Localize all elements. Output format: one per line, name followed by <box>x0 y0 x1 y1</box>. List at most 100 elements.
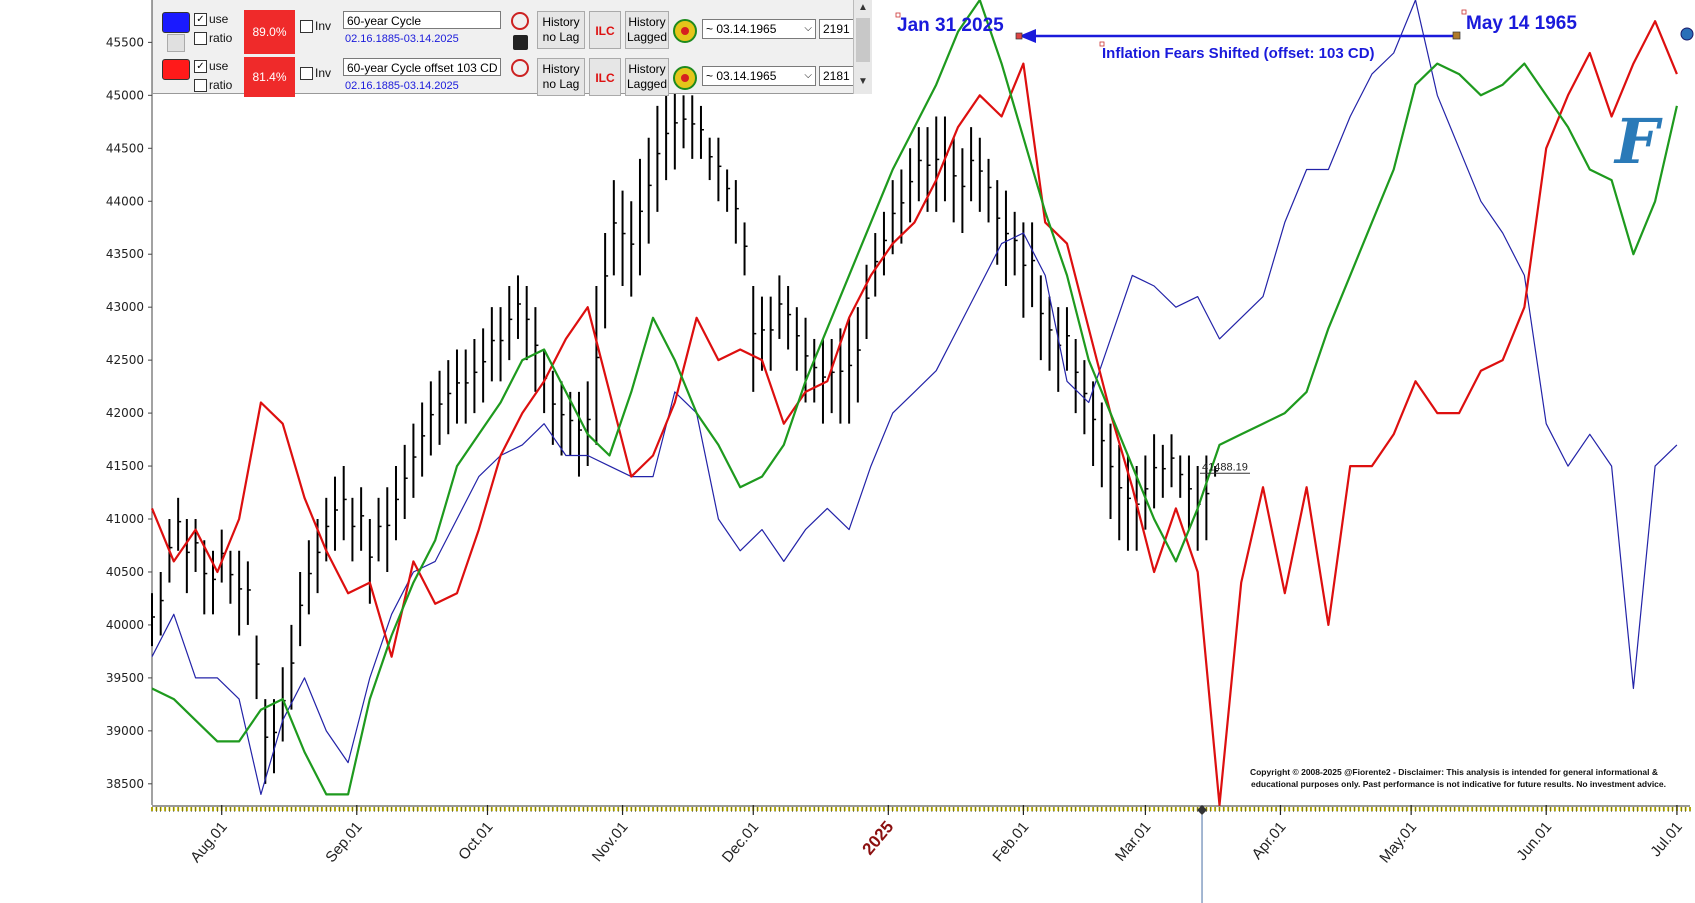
btn-line-1: History <box>628 62 666 76</box>
btn-line-2: no Lag <box>542 77 580 91</box>
x-tick-label: Oct.01 <box>455 819 496 864</box>
use-label: use <box>209 12 229 26</box>
y-tick-label: 45500 <box>106 35 144 49</box>
chevron-down-icon: ⌵ <box>804 23 812 34</box>
anchor-marker <box>1452 31 1461 40</box>
cursor-icon[interactable] <box>167 34 185 52</box>
lag-number-input[interactable]: 2181 <box>819 66 859 86</box>
x-tick-label: Nov.01 <box>589 819 632 865</box>
scroll-down-icon[interactable]: ▼ <box>858 76 868 87</box>
y-tick-label: 44000 <box>106 194 144 208</box>
btn-line-1: History <box>542 62 580 76</box>
annotation-arrow-text: Inflation Fears Shifted (offset: 103 CD) <box>1102 45 1375 62</box>
x-tick-label: May.01 <box>1376 819 1420 867</box>
y-tick-label: 43000 <box>106 300 144 314</box>
y-tick-label: 39500 <box>106 671 144 685</box>
cycle-range-text: 02.16.1885-03.14.2025 <box>345 33 459 45</box>
invert-label: Inv <box>315 66 332 80</box>
y-tick-label: 43500 <box>106 247 144 261</box>
x-tick-label: Mar.01 <box>1112 819 1155 865</box>
anchor-dot <box>1099 41 1105 47</box>
series-line <box>150 20 1678 807</box>
x-tick-label: Dec.01 <box>719 819 763 866</box>
date-select[interactable]: ~ 03.14.1965 ⌵ <box>702 19 816 39</box>
scroll-thumb[interactable] <box>856 18 870 62</box>
series-line <box>151 0 1678 796</box>
refresh-icon[interactable] <box>511 12 529 30</box>
x-tick-label: Jul.01 <box>1647 819 1686 861</box>
y-tick-label: 39000 <box>106 724 144 738</box>
series-color-swatch[interactable] <box>162 12 190 33</box>
history-no-lag-button[interactable]: History no Lag <box>537 11 585 49</box>
y-tick-label: 45000 <box>106 88 144 102</box>
ratio-checkbox[interactable] <box>194 32 207 45</box>
copyright-line-2: educational purposes only. Past performa… <box>1251 779 1666 789</box>
series-color-swatch[interactable] <box>162 59 190 80</box>
globe-icon <box>1680 27 1694 41</box>
arrow-head-icon <box>1019 29 1036 43</box>
btn-line-2: Lagged <box>626 30 668 44</box>
series-line <box>151 0 1678 796</box>
scroll-up-icon[interactable]: ▲ <box>858 2 868 13</box>
btn-line-1: History <box>542 15 580 29</box>
x-tick-label: 2025 <box>859 817 898 858</box>
history-lagged-button[interactable]: History Lagged <box>625 58 669 96</box>
x-tick-label: Sep.01 <box>322 819 366 866</box>
invert-label: Inv <box>315 19 332 33</box>
refresh-icon[interactable] <box>511 59 529 77</box>
cycle-control-panel: ✓ use ratio 89.0% Inv 60-year Cycle 02.1… <box>152 0 872 97</box>
use-checkbox[interactable]: ✓ <box>194 60 207 73</box>
anchor-dot <box>895 12 901 18</box>
target-icon[interactable] <box>673 66 697 90</box>
y-tick-label: 38500 <box>106 777 144 791</box>
cycle-name-input[interactable]: 60-year Cycle <box>343 11 501 29</box>
y-tick-label: 42500 <box>106 353 144 367</box>
current-day-diamond <box>1197 805 1208 815</box>
btn-line-1: History <box>628 15 666 29</box>
cycle-name-input[interactable]: 60-year Cycle offset 103 CD <box>343 58 501 76</box>
use-checkbox[interactable]: ✓ <box>194 13 207 26</box>
anchor-dot <box>1461 9 1467 15</box>
correlation-percent: 81.4% <box>244 57 295 97</box>
chevron-down-icon: ⌵ <box>804 70 812 81</box>
x-tick-label: Feb.01 <box>989 819 1032 866</box>
x-axis: Aug.01 Sep.01 Oct.01 Nov.01 Dec.01 2025 Feb.01… <box>151 805 1691 903</box>
copyright-line-1: Copyright © 2008-2025 @Fiorente2 - Discl… <box>1250 767 1658 777</box>
ratio-checkbox[interactable] <box>194 79 207 92</box>
btn-line-2: no Lag <box>542 30 580 44</box>
date-select[interactable]: ~ 03.14.1965 ⌵ <box>702 66 816 86</box>
logo-icon: F <box>1613 105 1663 178</box>
annotations: Jan 31 2025 May 14 1965 Inflation Fears Sh… <box>895 9 1694 789</box>
history-no-lag-button[interactable]: History no Lag <box>537 58 585 96</box>
ilc-button[interactable]: ILC <box>589 58 621 96</box>
x-tick-label: Jun.01 <box>1513 819 1555 864</box>
anchor-marker <box>1015 32 1023 40</box>
x-tick-label: Apr.01 <box>1249 819 1290 863</box>
price-label: 41488.19 <box>1202 461 1248 473</box>
ratio-label: ratio <box>209 78 233 92</box>
price-bars <box>151 84 1219 784</box>
cycle-series <box>150 0 1678 807</box>
use-label: use <box>209 59 229 73</box>
annotation-left-date: Jan 31 2025 <box>897 15 1004 36</box>
cycle-row-1: ✓ use ratio 89.0% Inv 60-year Cycle 02.1… <box>153 0 859 54</box>
x-tick-label: Aug.01 <box>187 819 231 866</box>
correlation-percent: 89.0% <box>244 10 295 54</box>
save-icon[interactable] <box>513 35 528 50</box>
ratio-label: ratio <box>209 31 233 45</box>
target-icon[interactable] <box>673 19 697 43</box>
y-tick-label: 40500 <box>106 565 144 579</box>
invert-checkbox[interactable] <box>300 20 313 33</box>
y-tick-label: 41000 <box>106 512 144 526</box>
cycle-row-2: ✓ use ratio 81.4% Inv 60-year Cycle offs… <box>153 47 859 97</box>
date-select-value: ~ 03.14.1965 <box>706 22 777 36</box>
history-lagged-button[interactable]: History Lagged <box>625 11 669 49</box>
y-tick-label: 41500 <box>106 459 144 473</box>
cycle-range-text: 02.16.1885-03.14.2025 <box>345 80 459 92</box>
invert-checkbox[interactable] <box>300 67 313 80</box>
lag-number-input[interactable]: 2191 <box>819 19 859 39</box>
y-tick-label: 42000 <box>106 406 144 420</box>
panel-scrollbar[interactable]: ▲ ▼ <box>853 0 872 94</box>
ilc-button[interactable]: ILC <box>589 11 621 49</box>
